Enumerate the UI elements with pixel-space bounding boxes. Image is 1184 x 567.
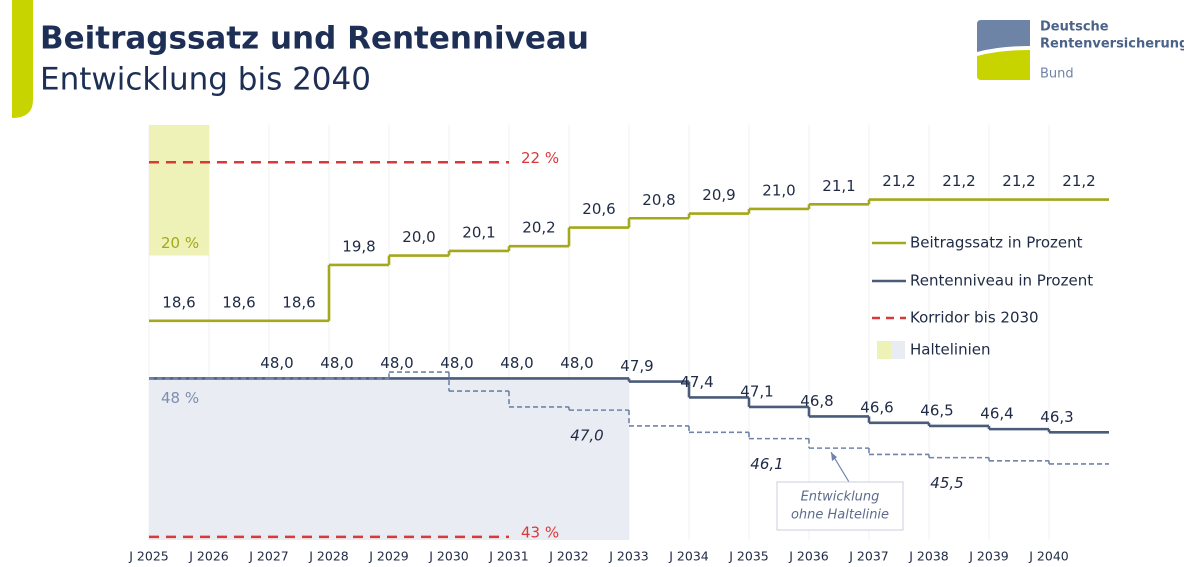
value-label: 46,8 bbox=[800, 392, 833, 410]
value-label: 21,2 bbox=[882, 172, 915, 190]
value-label: 48,0 bbox=[260, 354, 293, 372]
value-label: 48,0 bbox=[440, 354, 473, 372]
holding-label: 20 % bbox=[161, 234, 199, 252]
value-label: 18,6 bbox=[222, 293, 255, 311]
value-label: 20,9 bbox=[702, 186, 735, 204]
value-label: 46,1 bbox=[750, 455, 783, 473]
value-label: 46,3 bbox=[1040, 408, 1073, 426]
x-tick-label: J 2030 bbox=[428, 549, 469, 564]
value-label: 20,8 bbox=[642, 191, 675, 209]
value-label: 46,5 bbox=[920, 401, 953, 419]
corridor-label: 43 % bbox=[521, 523, 559, 541]
value-label: 47,0 bbox=[570, 427, 603, 445]
x-tick-label: J 2026 bbox=[188, 549, 229, 564]
x-tick-label: J 2033 bbox=[608, 549, 648, 564]
legend-label: Korridor bis 2030 bbox=[910, 309, 1039, 327]
value-label: 21,2 bbox=[1062, 172, 1095, 190]
annotation-text: Entwicklung bbox=[801, 490, 880, 505]
value-label: 46,6 bbox=[860, 398, 893, 416]
x-tick-label: J 2031 bbox=[488, 549, 528, 564]
holding-area bbox=[149, 378, 629, 540]
annotation-box bbox=[776, 481, 904, 531]
value-label: 48,0 bbox=[380, 354, 413, 372]
value-label: 21,0 bbox=[762, 181, 795, 199]
chart-title: Beitragssatz und Rentenniveau bbox=[40, 21, 589, 57]
value-label: 21,2 bbox=[942, 172, 975, 190]
value-label: 46,4 bbox=[980, 405, 1013, 423]
x-tick-label: J 2040 bbox=[1028, 549, 1069, 564]
x-tick-label: J 2029 bbox=[368, 549, 409, 564]
x-tick-label: J 2034 bbox=[668, 549, 709, 564]
value-label: 18,6 bbox=[162, 293, 195, 311]
logo-text: Bund bbox=[1040, 67, 1074, 82]
logo-shape bbox=[977, 20, 1030, 52]
x-tick-label: J 2038 bbox=[908, 549, 949, 564]
corridor-label: 22 % bbox=[521, 149, 559, 167]
x-tick-label: J 2027 bbox=[248, 549, 288, 564]
value-label: 48,0 bbox=[320, 354, 353, 372]
accent-bar bbox=[12, 0, 33, 118]
x-tick-label: J 2025 bbox=[128, 549, 168, 564]
logo: Deutsche Rentenversicherung Bund bbox=[977, 20, 1184, 82]
x-tick-label: J 2035 bbox=[728, 549, 768, 564]
x-tick-label: J 2036 bbox=[788, 549, 829, 564]
annotation-text: ohne Haltelinie bbox=[791, 508, 889, 523]
value-label: 45,5 bbox=[930, 474, 963, 492]
logo-shape bbox=[977, 50, 1030, 80]
value-label: 18,6 bbox=[282, 293, 315, 311]
value-label: 20,6 bbox=[582, 200, 615, 218]
legend-label: Beitragssatz in Prozent bbox=[910, 234, 1083, 252]
value-label: 21,2 bbox=[1002, 172, 1035, 190]
x-tick-label: J 2032 bbox=[548, 549, 588, 564]
value-label: 47,1 bbox=[740, 382, 773, 400]
value-label: 20,0 bbox=[402, 228, 435, 246]
value-label: 47,4 bbox=[680, 373, 713, 391]
x-tick-label: J 2037 bbox=[848, 549, 888, 564]
x-tick-label: J 2028 bbox=[308, 549, 349, 564]
chart-subtitle: Entwicklung bis 2040 bbox=[40, 62, 371, 98]
value-label: 48,0 bbox=[500, 354, 533, 372]
value-label: 21,1 bbox=[822, 177, 855, 195]
logo-text: Deutsche bbox=[1040, 20, 1109, 35]
holding-label: 48 % bbox=[161, 389, 199, 407]
legend-label: Haltelinien bbox=[910, 341, 991, 359]
value-label: 48,0 bbox=[560, 354, 593, 372]
logo-text: Rentenversicherung bbox=[1040, 37, 1184, 52]
legend-label: Rentenniveau in Prozent bbox=[910, 272, 1093, 290]
annotation-arrowhead bbox=[831, 452, 837, 462]
value-label: 20,1 bbox=[462, 223, 495, 241]
value-label: 20,2 bbox=[522, 219, 555, 237]
holding-area bbox=[149, 125, 209, 256]
legend-swatch bbox=[891, 341, 905, 359]
value-label: 47,9 bbox=[620, 357, 653, 375]
legend-swatch bbox=[877, 341, 891, 359]
x-tick-label: J 2039 bbox=[968, 549, 1009, 564]
value-label: 19,8 bbox=[342, 237, 375, 255]
